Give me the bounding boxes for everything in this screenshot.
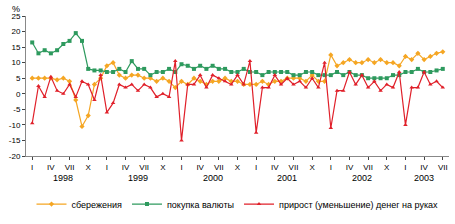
svg-text:X: X xyxy=(309,163,315,172)
svg-text:покупка валюты: покупка валюты xyxy=(167,200,234,210)
svg-text:-20: -20 xyxy=(9,152,21,161)
svg-text:2003: 2003 xyxy=(414,173,434,183)
svg-text:VII: VII xyxy=(139,163,149,172)
svg-text:VII: VII xyxy=(65,163,75,172)
svg-text:VII: VII xyxy=(438,163,448,172)
svg-text:IV: IV xyxy=(346,163,354,172)
svg-text:2000: 2000 xyxy=(203,173,223,183)
svg-text:%: % xyxy=(12,4,20,14)
svg-text:IV: IV xyxy=(420,163,428,172)
svg-text:IV: IV xyxy=(271,163,279,172)
svg-text:I: I xyxy=(255,163,257,172)
svg-text:сбережения: сбережения xyxy=(72,200,122,210)
svg-text:1998: 1998 xyxy=(53,173,73,183)
svg-text:VII: VII xyxy=(363,163,373,172)
svg-text:X: X xyxy=(384,163,390,172)
svg-text:IV: IV xyxy=(122,163,130,172)
svg-text:-15: -15 xyxy=(9,136,21,145)
svg-text:1999: 1999 xyxy=(128,173,148,183)
svg-text:I: I xyxy=(180,163,182,172)
svg-text:I: I xyxy=(106,163,108,172)
svg-text:-10: -10 xyxy=(9,121,21,130)
svg-text:10: 10 xyxy=(11,58,20,67)
svg-text:25: 25 xyxy=(11,12,20,21)
svg-text:20: 20 xyxy=(11,27,20,36)
svg-text:IV: IV xyxy=(47,163,55,172)
svg-text:VII: VII xyxy=(214,163,224,172)
svg-text:X: X xyxy=(86,163,92,172)
svg-text:прирост (уменьшение) денег на: прирост (уменьшение) денег на руках xyxy=(279,200,438,210)
svg-text:0: 0 xyxy=(16,90,21,99)
svg-text:15: 15 xyxy=(11,43,20,52)
svg-text:X: X xyxy=(160,163,166,172)
svg-text:I: I xyxy=(330,163,332,172)
svg-text:-5: -5 xyxy=(13,105,21,114)
svg-text:X: X xyxy=(235,163,241,172)
svg-text:I: I xyxy=(404,163,406,172)
svg-text:2001: 2001 xyxy=(277,173,297,183)
svg-text:IV: IV xyxy=(196,163,204,172)
svg-text:2002: 2002 xyxy=(352,173,372,183)
svg-text:5: 5 xyxy=(16,74,21,83)
svg-text:I: I xyxy=(31,163,33,172)
svg-text:VII: VII xyxy=(289,163,299,172)
